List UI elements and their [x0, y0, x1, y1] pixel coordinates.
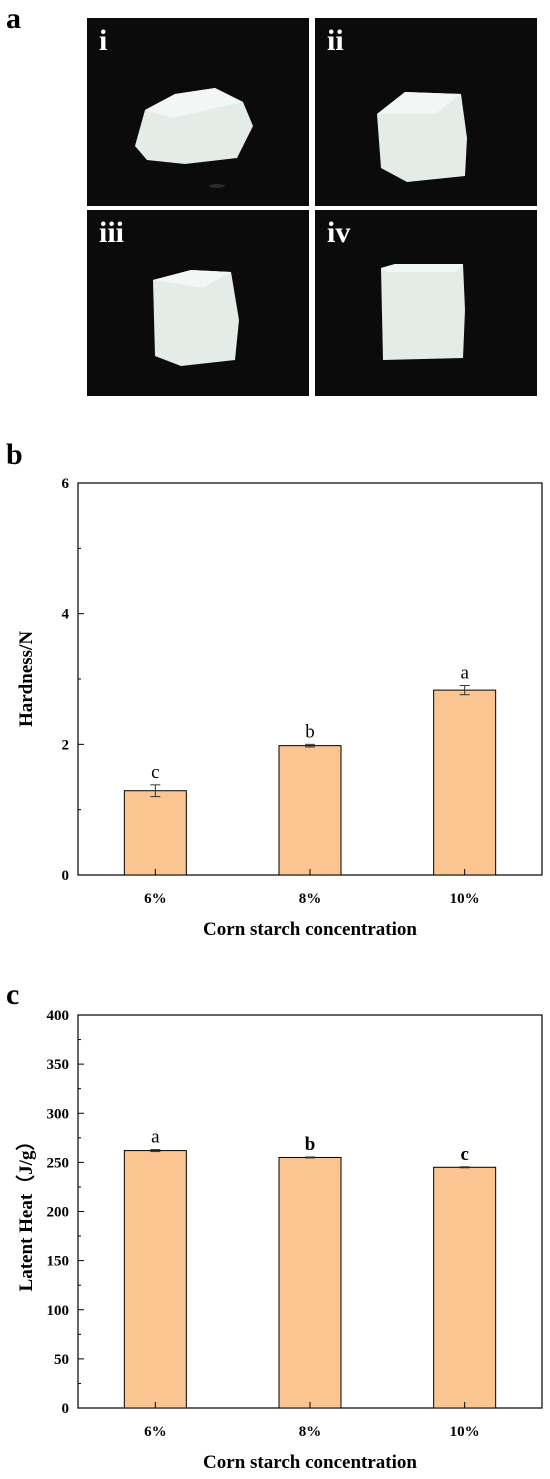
panel-label-c: c — [6, 978, 20, 1011]
y-tick-label: 150 — [47, 1254, 70, 1270]
bar-2 — [433, 689, 497, 876]
x-tick-label: 8% — [299, 891, 322, 907]
x-tick-label: 10% — [450, 891, 480, 907]
y-tick-label: 0 — [62, 1401, 70, 1417]
y-tick-label: 50 — [54, 1352, 69, 1368]
significance-letter: b — [305, 721, 315, 742]
x-tick-label: 10% — [450, 1424, 480, 1440]
y-tick-label: 0 — [62, 868, 70, 884]
photo-iv: iv — [315, 210, 537, 396]
y-tick-label: 2 — [62, 737, 70, 753]
photo-label-i: i — [99, 24, 108, 57]
y-tick-label: 6 — [62, 476, 70, 492]
y-tick-label: 4 — [62, 607, 70, 623]
gel-sample-iv — [381, 264, 465, 360]
bar-0 — [123, 1150, 187, 1409]
photo-label-iv: iv — [327, 216, 351, 249]
panel-label-a: a — [6, 2, 21, 35]
photo-label-iii: iii — [99, 216, 125, 249]
photo-ii: ii — [315, 18, 537, 206]
x-tick-label: 6% — [144, 1424, 167, 1440]
photo-i: i — [87, 18, 309, 206]
y-tick-label: 350 — [47, 1057, 70, 1073]
significance-letter: b — [305, 1134, 316, 1155]
y-tick-label: 250 — [47, 1155, 70, 1171]
x-tick-label: 8% — [299, 1424, 322, 1440]
y-axis-title: Latent Heat（J/g） — [14, 1132, 37, 1292]
latent-heat-chart: 0 50 100 150 200 250 300 350 400 Latent Heat（J/g）… — [14, 1008, 543, 1473]
bar-1 — [278, 1156, 342, 1409]
y-tick-label: 300 — [47, 1106, 70, 1122]
gel-sample-i — [135, 88, 253, 188]
y-tick-label: 400 — [47, 1008, 70, 1024]
significance-letter: c — [151, 762, 159, 783]
gel-sample-iii — [153, 270, 239, 366]
y-tick-label: 200 — [47, 1205, 70, 1221]
significance-letter: c — [460, 1144, 468, 1165]
x-tick-label: 6% — [144, 891, 167, 907]
y-tick-label: 100 — [47, 1303, 70, 1319]
significance-letter: a — [151, 1127, 160, 1148]
bar-2 — [433, 1166, 497, 1409]
x-axis-title: Corn starch concentration — [203, 1452, 417, 1473]
y-axis-title: Hardness/N — [16, 631, 37, 727]
bar-1 — [278, 745, 342, 876]
photo-label-ii: ii — [327, 24, 344, 57]
panel-label-b: b — [6, 438, 23, 471]
bar-0 — [123, 790, 187, 876]
photo-iii: iii — [87, 210, 309, 396]
gel-sample-ii — [377, 92, 467, 182]
hardness-chart: 0 2 4 6 Hardness/N c 6% b 8% a 10% Corn starch conc… — [16, 476, 543, 940]
significance-letter: a — [460, 663, 469, 684]
x-axis-title: Corn starch concentration — [203, 919, 417, 940]
